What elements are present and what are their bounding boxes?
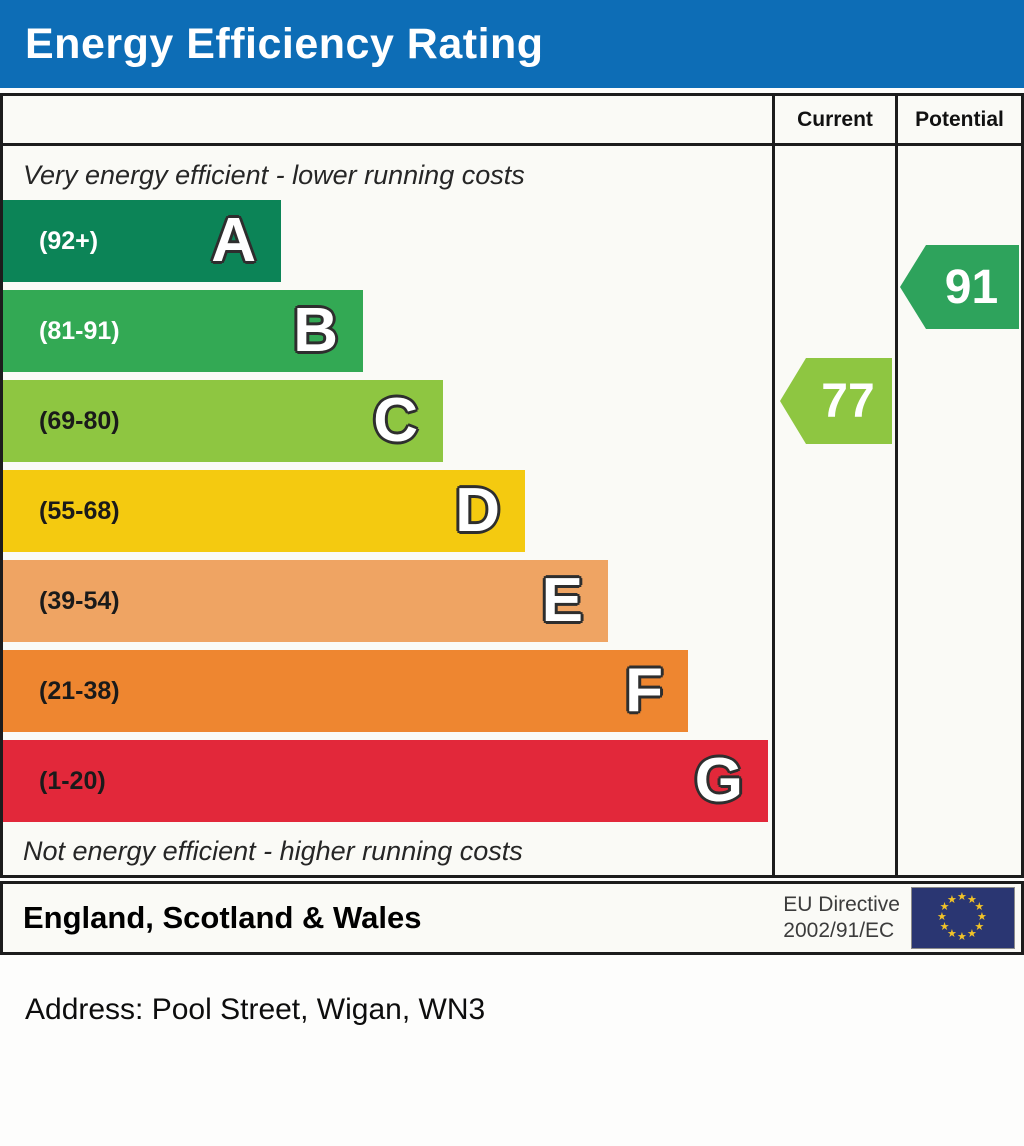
current-column-header: Current: [797, 107, 873, 131]
eu-flag-star-icon: ★: [974, 901, 985, 913]
eu-flag-star-icon: ★: [957, 891, 967, 903]
band-letter: C: [373, 386, 418, 455]
band-range-label: (69-80): [39, 406, 120, 435]
band-b: (81-91) B: [3, 290, 363, 372]
eu-flag-star-icon: ★: [939, 921, 950, 933]
band-f: (21-38) F: [3, 650, 688, 732]
band-letter: B: [293, 296, 338, 365]
potential-column-header-cell: Potential: [895, 96, 1021, 143]
potential-rating-value: 91: [944, 260, 999, 314]
eu-flag-star-icon: ★: [957, 931, 967, 943]
band-c: (69-80) C: [3, 380, 443, 462]
bottom-caption: Not energy efficient - higher running co…: [23, 836, 523, 866]
address-line: Address: Pool Street, Wigan, WN3: [25, 993, 486, 1026]
band-range-label: (21-38): [39, 676, 120, 705]
chart-header-row: Current Potential: [3, 96, 1021, 146]
band-letter: F: [625, 656, 663, 725]
page-title-text: Energy Efficiency Rating: [25, 19, 544, 68]
eu-flag-star-icon: ★: [939, 901, 950, 913]
current-column-header-cell: Current: [772, 96, 895, 143]
bands-area: Very energy efficient - lower running co…: [3, 146, 772, 875]
eu-flag-star-icon: ★: [937, 911, 947, 923]
band-range-label: (81-91): [39, 316, 120, 345]
potential-column-header: Potential: [915, 107, 1004, 131]
eu-flag-star-icon: ★: [977, 911, 987, 923]
eu-flag-star-icon: ★: [947, 893, 957, 906]
band-range-label: (1-20): [39, 766, 106, 795]
energy-rating-chart: Current Potential Very energy efficient …: [0, 93, 1024, 878]
page-title: Energy Efficiency Rating: [0, 0, 1024, 88]
eu-flag-star-icon: ★: [947, 928, 957, 941]
band-letter: D: [455, 476, 500, 545]
band-range-label: (92+): [39, 226, 99, 255]
potential-rating-cell: 91: [895, 146, 1021, 875]
current-rating-value: 77: [821, 374, 875, 428]
eu-flag-star-icon: ★: [967, 893, 977, 906]
eu-flag-star-icon: ★: [967, 928, 977, 941]
band-range-label: (39-54): [39, 586, 120, 615]
band-letter: E: [541, 566, 583, 635]
potential-rating-arrow: 91: [900, 245, 1019, 329]
eu-flag: ★ ★ ★ ★ ★ ★ ★ ★ ★ ★ ★ ★: [911, 887, 1015, 949]
eu-directive-line2: 2002/91/EC: [783, 919, 895, 942]
band-e: (39-54) E: [3, 560, 608, 642]
band-letter: G: [694, 746, 743, 815]
chart-body-row: Very energy efficient - lower running co…: [3, 146, 1021, 875]
top-caption: Very energy efficient - lower running co…: [23, 160, 525, 190]
band-range-label: (55-68): [39, 496, 120, 525]
current-rating-arrow: 77: [780, 358, 892, 444]
header-spacer-cell: [3, 96, 772, 143]
band-g: (1-20) G: [3, 740, 768, 822]
eu-flag-star-icon: ★: [974, 921, 985, 933]
eu-directive-label: EU Directive 2002/91/EC: [783, 892, 912, 944]
band-d: (55-68) D: [3, 470, 525, 552]
band-a: (92+) A: [3, 200, 281, 282]
band-letter: A: [211, 206, 256, 275]
region-label: England, Scotland & Wales: [23, 900, 422, 935]
eu-directive-line1: EU Directive: [783, 893, 900, 916]
chart-footer: England, Scotland & Wales EU Directive 2…: [0, 881, 1024, 955]
current-rating-cell: 77: [772, 146, 895, 875]
